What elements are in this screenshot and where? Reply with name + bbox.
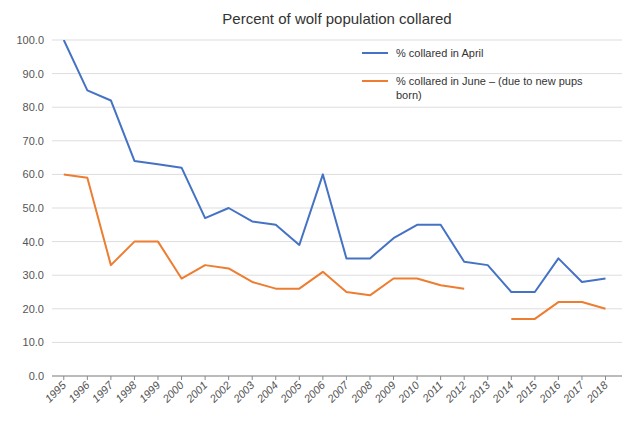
- x-tick: [440, 376, 441, 380]
- lines: [64, 40, 606, 319]
- x-tick-label: 2000: [159, 378, 186, 405]
- legend-label: % collared in April: [396, 47, 483, 59]
- x-tick: [110, 376, 111, 380]
- x-tick-label: 2001: [183, 379, 210, 406]
- x-tick-label: 1996: [66, 378, 92, 404]
- grid-line: [52, 342, 622, 343]
- y-tick-label: 50.0: [23, 202, 44, 214]
- grid-line: [52, 376, 622, 377]
- x-tick: [417, 376, 418, 380]
- x-tick-label: 2014: [489, 379, 516, 406]
- x-tick-label: 2010: [395, 378, 422, 405]
- legend: % collared in April % collared in June – …: [362, 47, 583, 101]
- x-tick-label: 1999: [137, 379, 163, 405]
- grid-line: [52, 275, 622, 276]
- x-tick-label: 2012: [442, 379, 469, 406]
- x-tick-label: 2018: [583, 378, 610, 405]
- x-tick: [63, 376, 64, 380]
- x-tick-label: 2006: [301, 378, 328, 405]
- grid-line: [52, 208, 622, 209]
- x-tick: [558, 376, 559, 380]
- x-tick: [511, 376, 512, 380]
- x-tick: [228, 376, 229, 380]
- x-tick: [134, 376, 135, 380]
- x-axis-line: [52, 376, 622, 377]
- x-tick-label: 2009: [371, 379, 398, 406]
- x-tick-label: 2016: [536, 378, 563, 405]
- y-tick-label: 40.0: [23, 236, 44, 248]
- x-tick-label: 2008: [348, 378, 375, 405]
- x-tick-label: 1997: [90, 378, 116, 404]
- x-tick: [464, 376, 465, 380]
- x-tick-label: 2015: [513, 378, 540, 405]
- grid-line: [52, 140, 622, 141]
- x-tick-label: 1995: [42, 378, 68, 404]
- x-tick-label: 1998: [113, 378, 139, 404]
- grid-line: [52, 174, 622, 175]
- x-tick: [252, 376, 253, 380]
- x-tick-label: 2002: [207, 379, 234, 406]
- x-tick: [322, 376, 323, 380]
- legend-swatch: [362, 80, 388, 82]
- x-tick: [299, 376, 300, 380]
- x-tick-label: 2004: [254, 379, 281, 406]
- x-tick-label: 2017: [560, 378, 587, 405]
- y-tick-label: 90.0: [23, 68, 44, 80]
- grid-line: [52, 40, 622, 41]
- y-tick-label: 100.0: [16, 34, 44, 46]
- grid-line: [52, 308, 622, 309]
- x-tick: [181, 376, 182, 380]
- x-tick: [487, 376, 488, 380]
- x-tick-label: 2013: [466, 378, 493, 405]
- x-tick: [534, 376, 535, 380]
- x-tick: [605, 376, 606, 380]
- x-tick: [87, 376, 88, 380]
- legend-label: % collared in June – (due to new pupsbor…: [396, 75, 583, 101]
- y-tick-label: 30.0: [23, 269, 44, 281]
- x-tick: [275, 376, 276, 380]
- x-tick-label: 2007: [324, 378, 351, 405]
- y-tick-label: 70.0: [23, 135, 44, 147]
- grid-line: [52, 73, 622, 74]
- legend-swatch: [362, 52, 388, 54]
- x-tick-label: 2005: [277, 378, 304, 405]
- grid-line: [52, 107, 622, 108]
- x-tick: [346, 376, 347, 380]
- chart: Percent of wolf population collared 0.0 10…: [0, 0, 638, 438]
- y-tick-label: 20.0: [23, 303, 44, 315]
- y-tick-label: 60.0: [23, 168, 44, 180]
- y-grid: [52, 40, 622, 376]
- y-tick-label: 10.0: [23, 336, 44, 348]
- title: Percent of wolf population collared: [222, 10, 451, 27]
- x-tick: [157, 376, 158, 380]
- y-tick-label: 80.0: [23, 101, 44, 113]
- y-tick-label: 0.0: [29, 370, 44, 382]
- x-tick: [581, 376, 582, 380]
- x-tick-label: 2011: [419, 379, 445, 405]
- x-tick: [369, 376, 370, 380]
- x-tick-label: 2003: [230, 378, 257, 405]
- series-line: [64, 40, 606, 292]
- x-tick: [205, 376, 206, 380]
- x-tick: [393, 376, 394, 380]
- series-line: [64, 174, 606, 318]
